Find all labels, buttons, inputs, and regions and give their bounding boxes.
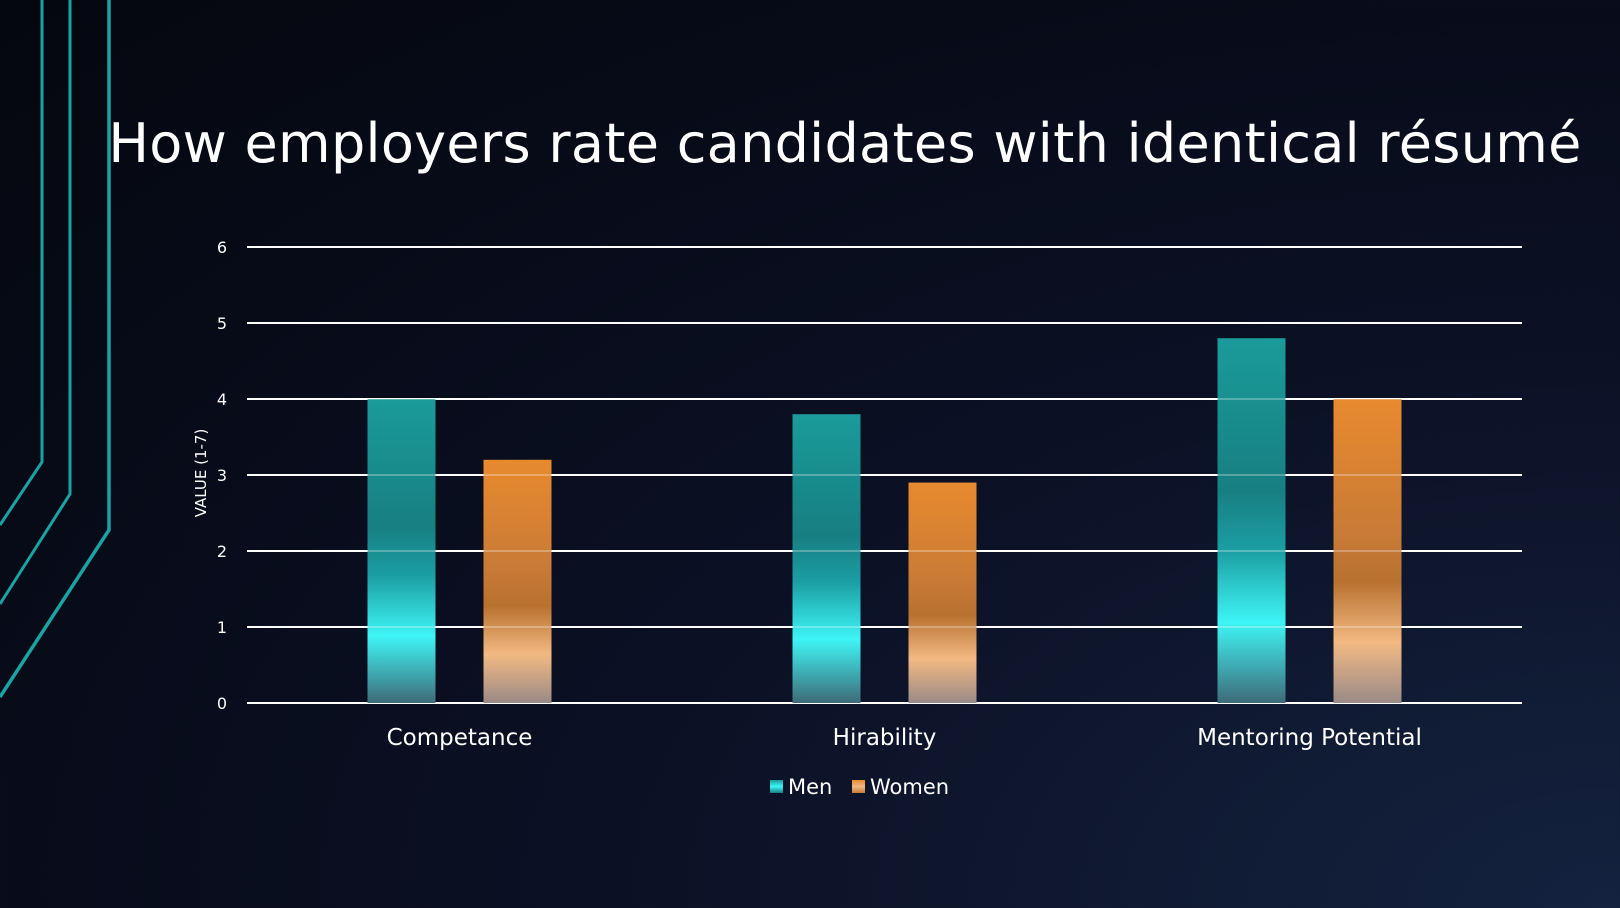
legend-label-women: Women — [870, 775, 949, 799]
y-tick-label: 6 — [217, 238, 227, 257]
bar-men-0 — [367, 399, 436, 703]
bar-women-2 — [1333, 399, 1402, 703]
y-tick-label: 2 — [217, 542, 227, 561]
gridlines — [247, 246, 1522, 704]
y-tick-labels: 0 1 2 3 4 5 6 — [217, 238, 227, 713]
y-tick-label: 3 — [217, 466, 227, 485]
y-tick-label: 4 — [217, 390, 227, 409]
legend: Men Women — [770, 775, 949, 799]
x-tick-labels: Competance Hirability Mentoring Potential — [387, 725, 1422, 751]
bar-men-2 — [1217, 338, 1286, 703]
decorative-lines — [0, 0, 111, 698]
deco-line-inner — [0, 0, 44, 526]
y-tick-label: 5 — [217, 314, 227, 333]
y-axis-label: VALUE (1-7) — [192, 429, 210, 518]
bar-men-1 — [792, 414, 861, 703]
x-tick-label: Mentoring Potential — [1197, 725, 1422, 751]
y-tick-label: 1 — [217, 618, 227, 637]
bar-women-1 — [908, 482, 977, 703]
x-tick-label: Competance — [387, 725, 533, 751]
slide-title: How employers rate candidates with ident… — [108, 112, 1582, 175]
legend-label-men: Men — [788, 775, 832, 799]
legend-swatch-women — [852, 780, 865, 793]
deco-line-middle — [0, 0, 72, 605]
bar-women-0 — [483, 459, 552, 703]
deco-line-outer — [0, 0, 111, 698]
x-tick-label: Hirability — [833, 725, 937, 751]
legend-swatch-men — [770, 780, 783, 793]
y-tick-label: 0 — [217, 694, 227, 713]
bars — [247, 246, 1522, 703]
